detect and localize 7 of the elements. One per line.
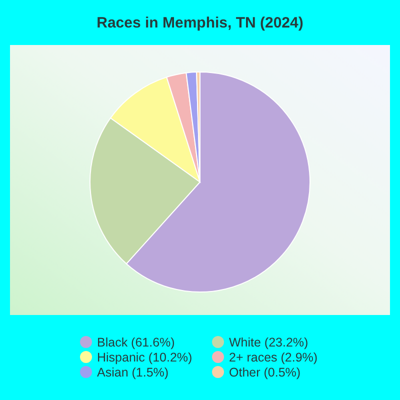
chart-title: Races in Memphis, TN (2024) [96, 14, 304, 32]
legend-label: White (23.2%) [229, 335, 308, 350]
legend-label: Other (0.5%) [229, 365, 301, 380]
legend-label: 2+ races (2.9%) [229, 350, 318, 364]
legend-label: Black (61.6%) [97, 335, 175, 350]
legend-label: Hispanic (10.2%) [97, 350, 192, 364]
legend-label: Asian (1.5%) [97, 365, 169, 380]
